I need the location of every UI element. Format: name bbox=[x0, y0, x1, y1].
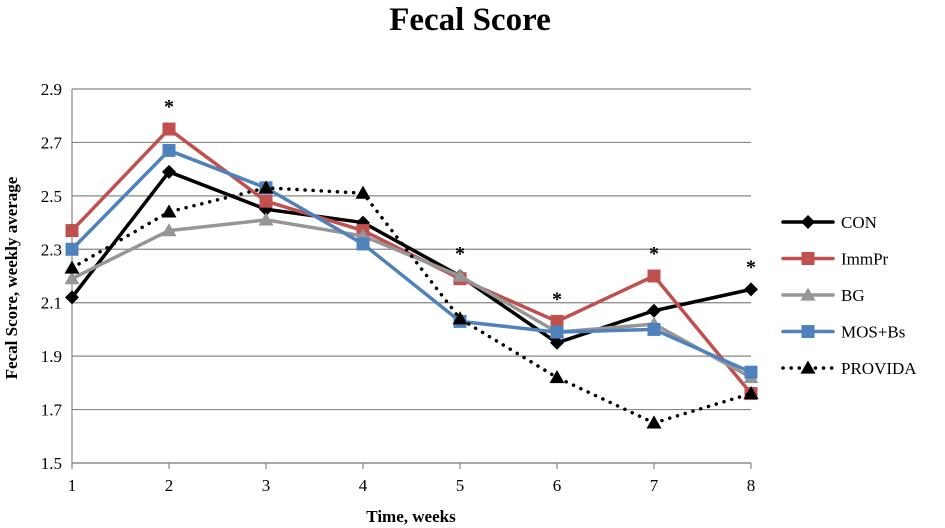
x-tick-label: 1 bbox=[68, 476, 77, 495]
data-point-con bbox=[550, 335, 564, 350]
legend-label-immpr: ImmPr bbox=[841, 250, 889, 269]
data-point-mos-bs bbox=[550, 325, 564, 339]
x-tick-label: 8 bbox=[747, 476, 756, 495]
series-lines bbox=[64, 122, 759, 429]
legend-marker-mos-bs bbox=[801, 325, 815, 338]
legend-marker-bg bbox=[800, 287, 816, 301]
data-point-bg bbox=[258, 212, 274, 226]
data-point-mos-bs bbox=[162, 143, 176, 157]
x-tick-label: 3 bbox=[262, 476, 271, 495]
data-point-provida bbox=[64, 260, 80, 274]
data-point-provida bbox=[646, 415, 662, 429]
significance-marker: * bbox=[455, 243, 465, 265]
legend-item-provida: PROVIDA bbox=[781, 359, 917, 378]
significance-marker: * bbox=[746, 256, 756, 278]
legend-label-bg: BG bbox=[841, 286, 865, 305]
series-line-con bbox=[70, 170, 753, 345]
legend-item-con: CON bbox=[781, 213, 877, 232]
legend-label-mos-bs: MOS+Bs bbox=[841, 323, 905, 342]
data-point-mos-bs bbox=[647, 322, 661, 336]
data-point-immpr bbox=[647, 269, 661, 283]
x-tick-label: 7 bbox=[650, 476, 659, 495]
y-tick-label: 2.1 bbox=[41, 294, 62, 313]
data-point-immpr bbox=[259, 194, 273, 208]
y-axis-label: Fecal Score, weekly average bbox=[2, 176, 21, 379]
data-point-provida bbox=[743, 386, 759, 400]
x-axis-label: Time, weeks bbox=[366, 507, 456, 526]
significance-marker: * bbox=[649, 243, 659, 265]
y-tick-label: 2.9 bbox=[41, 80, 62, 99]
y-tick-label: 1.5 bbox=[41, 454, 62, 473]
data-point-con bbox=[65, 290, 79, 305]
data-point-provida bbox=[452, 311, 468, 325]
series-mos-bs bbox=[65, 143, 758, 379]
legend-item-immpr: ImmPr bbox=[781, 250, 889, 269]
data-point-con bbox=[744, 282, 758, 297]
data-point-provida bbox=[355, 185, 371, 199]
data-point-con bbox=[162, 164, 176, 179]
data-point-immpr bbox=[65, 224, 79, 238]
data-point-provida bbox=[258, 180, 274, 194]
series-bg bbox=[64, 212, 759, 384]
x-tick-label: 5 bbox=[456, 476, 465, 495]
data-point-mos-bs bbox=[356, 237, 370, 251]
legend-marker-con bbox=[801, 215, 815, 229]
data-point-provida bbox=[549, 370, 565, 384]
legend-label-provida: PROVIDA bbox=[841, 359, 917, 378]
x-tick-label: 2 bbox=[165, 476, 174, 495]
data-point-bg bbox=[452, 268, 468, 282]
y-tick-label: 2.7 bbox=[41, 133, 63, 152]
data-point-provida bbox=[161, 204, 177, 218]
y-tick-label: 1.7 bbox=[41, 401, 63, 420]
y-tick-label: 2.3 bbox=[41, 240, 62, 259]
data-point-immpr bbox=[162, 122, 176, 136]
legend-item-bg: BG bbox=[781, 286, 865, 305]
significance-marker: * bbox=[164, 96, 174, 118]
data-point-mos-bs bbox=[65, 242, 79, 256]
legend: CON ImmPr BG MOS+Bs PROVIDA bbox=[781, 213, 917, 378]
data-point-con bbox=[647, 303, 661, 318]
series-line-mos-bs bbox=[70, 148, 753, 374]
x-tick-label: 6 bbox=[553, 476, 562, 495]
x-tick-label: 4 bbox=[359, 476, 368, 495]
legend-item-mos-bs: MOS+Bs bbox=[781, 323, 905, 342]
series-line-provida bbox=[70, 186, 753, 425]
legend-marker-immpr bbox=[801, 252, 815, 265]
data-point-bg bbox=[64, 271, 80, 285]
chart-title: Fecal Score bbox=[389, 2, 551, 38]
significance-marker: * bbox=[552, 288, 562, 310]
y-tick-label: 1.9 bbox=[41, 347, 62, 366]
data-point-immpr bbox=[550, 314, 564, 328]
significance-annotations: * * * * * bbox=[164, 96, 756, 310]
data-point-bg bbox=[161, 223, 177, 237]
data-point-mos-bs bbox=[744, 365, 758, 379]
y-tick-label: 2.5 bbox=[41, 187, 62, 206]
legend-label-con: CON bbox=[841, 213, 877, 232]
series-provida bbox=[64, 180, 759, 429]
legend-marker-provida bbox=[800, 360, 816, 374]
